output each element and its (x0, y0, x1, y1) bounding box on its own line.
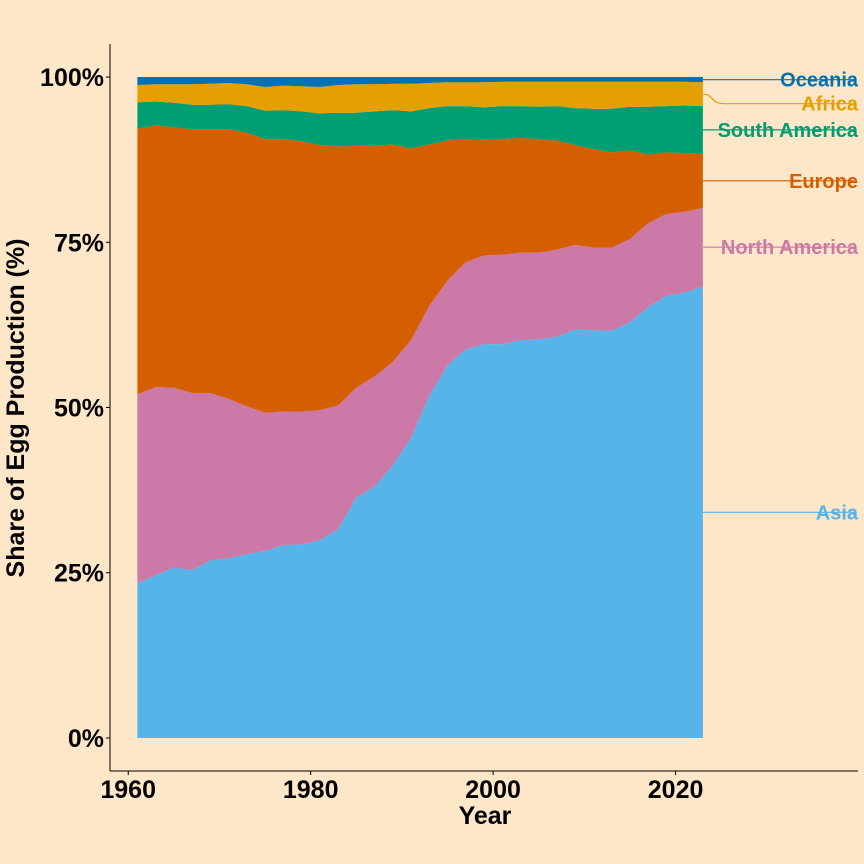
y-tick-label: 50% (54, 395, 104, 423)
area-asia (137, 286, 703, 738)
x-tick-label: 2020 (648, 776, 704, 804)
series-labels: Asia North America Europe South America Afri… (718, 70, 859, 525)
area-africa (137, 81, 703, 114)
leader-line-africa (702, 93, 854, 105)
y-axis-title: Share of Egg Production (%) (2, 239, 30, 578)
y-tick-label: 75% (54, 229, 104, 257)
x-tick-label: 1960 (100, 776, 156, 804)
series-label-africa: Africa (801, 94, 859, 116)
area-south-america (137, 101, 703, 155)
x-tick-label: 2000 (465, 776, 521, 804)
series-label-south-america: South America (718, 120, 859, 142)
axes: 0% 25% 50% 75% 100% 1960 1980 2000 2020 (40, 44, 858, 804)
x-axis-ticks: 1960 1980 2000 2020 (100, 771, 703, 804)
y-tick-label: 0% (68, 725, 104, 753)
series-label-north-america: North America (721, 237, 859, 259)
label-leader-lines (702, 79, 854, 513)
area-europe (137, 125, 703, 413)
series-label-asia: Asia (816, 502, 859, 524)
x-tick-label: 1980 (283, 776, 339, 804)
y-tick-label: 100% (40, 64, 104, 92)
area-oceania (137, 77, 703, 87)
area-north-america (137, 207, 703, 584)
y-axis-ticks: 0% 25% 50% 75% 100% (40, 64, 110, 753)
y-tick-label: 25% (54, 560, 104, 588)
area-layer (137, 77, 703, 738)
x-axis-title: Year (459, 802, 512, 830)
series-label-europe: Europe (789, 171, 858, 193)
series-label-oceania: Oceania (780, 70, 859, 92)
